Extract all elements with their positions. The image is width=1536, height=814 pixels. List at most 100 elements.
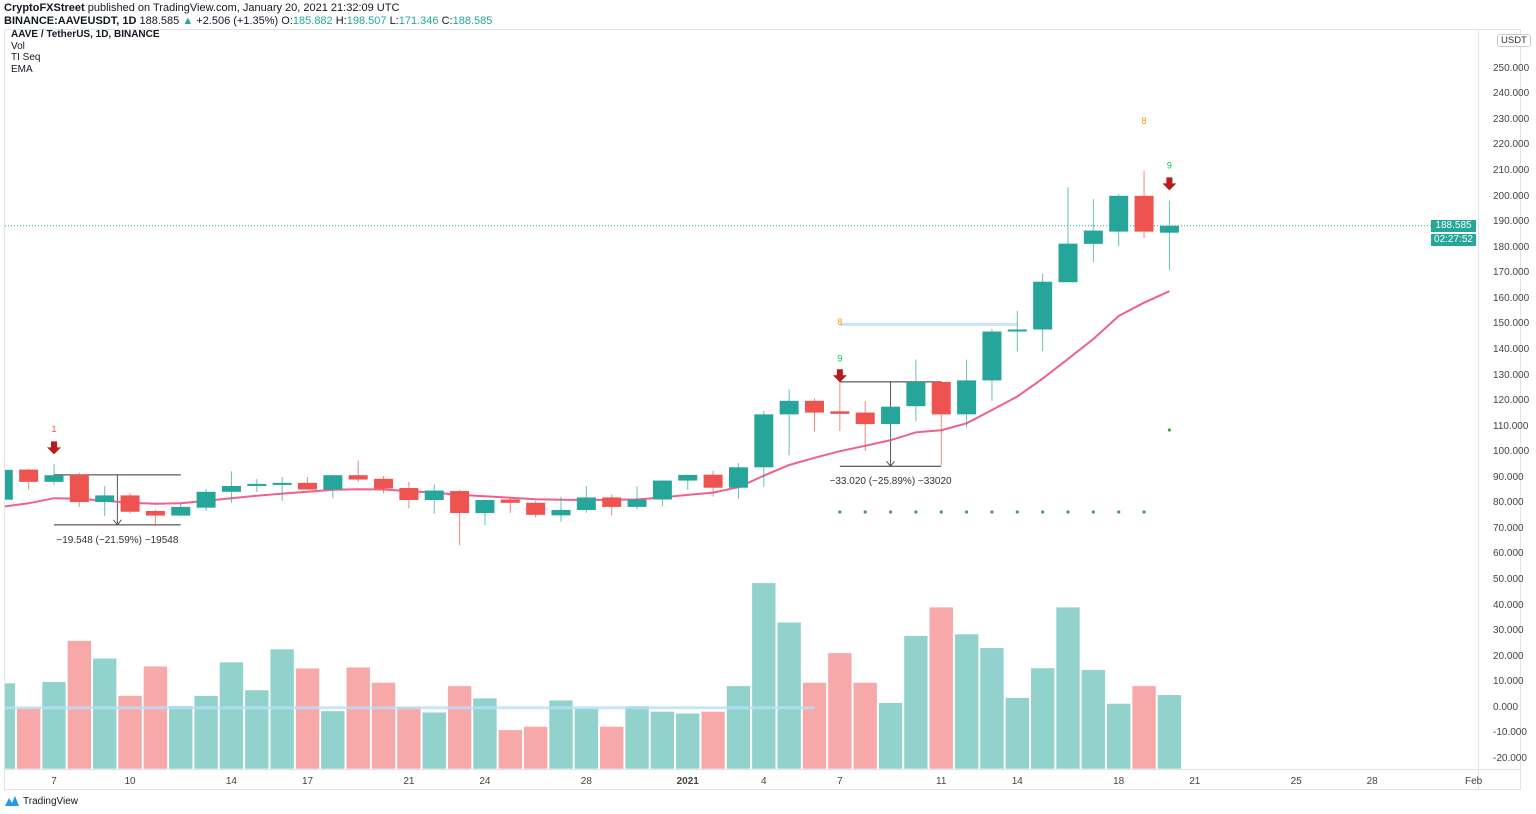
y-tick-label: 50.000	[1493, 574, 1524, 585]
candle-up	[247, 483, 267, 486]
seq-dot	[914, 510, 918, 514]
y-tick-label: 30.000	[1493, 625, 1524, 637]
y-tick-label: 140.000	[1493, 343, 1530, 355]
y-tick-label: 180.000	[1493, 241, 1530, 253]
volume-bar	[1004, 697, 1030, 769]
candle-up	[754, 414, 774, 468]
candle-up	[1033, 281, 1053, 330]
x-tick-label: 21	[403, 776, 415, 787]
measure-label: −33.020 (−25.89%) −33020	[829, 476, 952, 488]
volume-bar	[295, 667, 320, 769]
candle-up	[652, 480, 672, 500]
candle-up	[475, 499, 495, 514]
x-tick-label: 17	[301, 776, 314, 787]
seq-dot	[888, 510, 893, 514]
volume-bar	[143, 665, 168, 769]
close-label: C:	[441, 15, 453, 27]
seq-dot	[1167, 428, 1171, 432]
x-tick-label: 18	[1113, 776, 1125, 787]
seq-dot	[939, 510, 943, 514]
open-label: O:	[281, 15, 293, 27]
candle-down	[526, 502, 546, 515]
candle-down	[348, 475, 368, 480]
legend-ema[interactable]: EMA	[11, 63, 33, 75]
candle-up	[171, 506, 191, 516]
candle-up	[424, 490, 444, 500]
y-tick-label: 70.000	[1493, 522, 1524, 534]
price-change: +2.506 (+1.35%)	[196, 15, 279, 27]
volume-bar	[345, 666, 371, 769]
candle-up	[957, 380, 977, 415]
volume-bar	[624, 705, 650, 769]
volume-bar	[650, 711, 675, 769]
volume-bar	[371, 682, 396, 769]
volume-bar	[903, 635, 929, 769]
y-tick-label: 120.000	[1493, 395, 1530, 407]
seq-dot	[1066, 510, 1070, 514]
y-tick-label: 40.000	[1493, 599, 1524, 611]
x-tick-label: 10	[124, 776, 136, 787]
x-tick-label: 4	[761, 776, 767, 787]
legend-vol[interactable]: Vol	[11, 40, 25, 52]
candle-up	[1159, 225, 1179, 233]
y-tick-label: 20.000	[1493, 650, 1524, 662]
measure-label: −19.548 (−21.59%) −19548	[56, 534, 179, 546]
volume-bar	[92, 657, 117, 769]
candle-down	[1134, 195, 1154, 232]
y-tick-label: 60.000	[1493, 548, 1524, 560]
publisher-name[interactable]: CryptoFXStreet	[4, 2, 85, 14]
x-tick-label: 7	[51, 776, 57, 787]
legend-title[interactable]: AAVE / TetherUS, 1D, BINANCE	[11, 29, 160, 40]
legend-ti-seq[interactable]: TI Seq	[11, 52, 41, 63]
candle-up	[1083, 230, 1103, 244]
sell-arrow-icon	[47, 441, 61, 455]
y-tick-label: 250.000	[1493, 62, 1530, 74]
tradingview-logo[interactable]: TradingView	[4, 795, 78, 807]
low-label: L:	[389, 15, 399, 27]
candle-down	[120, 495, 140, 512]
volume-bar	[574, 707, 599, 769]
seq-count-label: 1	[51, 424, 56, 434]
sell-arrow-icon	[832, 369, 847, 383]
candle-up	[551, 509, 571, 516]
y-tick-label: 210.000	[1493, 165, 1530, 177]
volume-bar	[1106, 703, 1131, 769]
x-tick-label: 25	[1290, 776, 1302, 787]
volume-bar	[5, 682, 16, 769]
candle-up	[779, 400, 799, 415]
x-tick-label: 14	[225, 776, 237, 787]
y-tick-label: 190.000	[1493, 216, 1530, 228]
y-tick-label: -10.000	[1493, 727, 1527, 739]
volume-bar	[219, 661, 244, 769]
seq-count-label: 9	[1167, 160, 1172, 170]
volume-bar	[1131, 685, 1157, 769]
candle-up	[982, 331, 1002, 381]
y-tick-label: 230.000	[1493, 113, 1530, 125]
x-tick-label: 11	[936, 776, 947, 787]
y-tick-label: 240.000	[1493, 88, 1530, 100]
x-tick-label: 28	[580, 776, 592, 787]
volume-bar	[1157, 694, 1182, 769]
seq-dot	[1142, 510, 1146, 514]
candle-down	[703, 474, 723, 488]
currency-badge[interactable]: USDT	[1497, 34, 1531, 47]
candle-up	[906, 381, 926, 407]
x-tick-label: 28	[1366, 776, 1378, 787]
low-value: 171.346	[398, 15, 439, 27]
candle-up	[1058, 243, 1078, 283]
volume-bar	[548, 699, 574, 769]
seq-dot	[1041, 510, 1045, 514]
close-value: 188.585	[452, 15, 493, 27]
volume-bar	[726, 685, 751, 769]
seq-dot	[965, 510, 969, 514]
measure-arrowhead-icon	[112, 519, 122, 526]
volume-bar	[168, 705, 194, 769]
y-tick-label: 80.000	[1493, 497, 1524, 509]
candle-up	[196, 491, 216, 508]
volume-bar	[878, 702, 903, 769]
candle-up	[221, 485, 241, 492]
y-tick-label: 170.000	[1493, 267, 1530, 279]
y-tick-label: 220.000	[1493, 139, 1530, 151]
candle-up	[323, 475, 343, 490]
